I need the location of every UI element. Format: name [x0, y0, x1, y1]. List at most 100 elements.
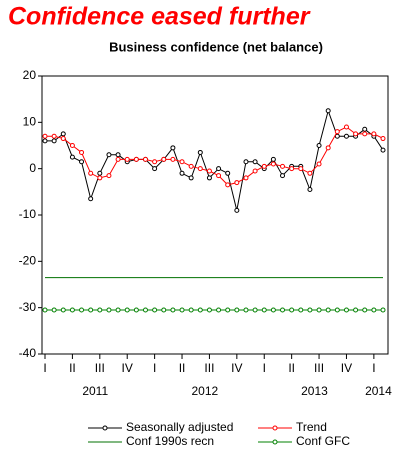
- series-marker: [206, 307, 212, 313]
- series-marker: [188, 307, 194, 313]
- y-tick-label: 10: [23, 115, 37, 129]
- series-marker: [316, 143, 322, 148]
- series-marker: [289, 307, 295, 313]
- series-marker: [380, 136, 386, 142]
- series-marker: [42, 307, 48, 313]
- series-marker: [371, 131, 377, 137]
- series-marker: [334, 307, 340, 313]
- series-marker: [343, 307, 349, 313]
- series-marker: [97, 175, 103, 181]
- series-marker: [79, 159, 85, 165]
- series-marker: [88, 196, 94, 202]
- series-marker: [170, 156, 176, 162]
- series-marker: [161, 307, 167, 313]
- series-marker: [88, 307, 94, 313]
- y-tick-label: 20: [23, 68, 37, 82]
- series-marker: [353, 131, 359, 137]
- x-tick-label: IV: [231, 361, 242, 375]
- series-marker: [179, 159, 185, 165]
- year-label: 2011: [82, 384, 108, 398]
- y-tick-label: -20: [19, 254, 37, 268]
- series-marker: [243, 175, 249, 181]
- series-marker: [197, 166, 203, 172]
- series-marker: [124, 307, 130, 313]
- x-tick-label: I: [153, 361, 156, 375]
- year-label: 2012: [192, 384, 219, 398]
- series-marker: [334, 129, 340, 135]
- series-marker: [234, 307, 240, 313]
- series-line: [45, 109, 384, 211]
- series-marker: [325, 145, 331, 151]
- series-marker: [79, 307, 85, 313]
- series-marker: [124, 156, 130, 162]
- x-tick-label: II: [69, 361, 76, 375]
- series-marker: [216, 173, 222, 179]
- series-marker: [106, 173, 112, 179]
- series-marker: [197, 149, 203, 155]
- x-tick-label: I: [43, 361, 46, 375]
- series-marker: [353, 307, 359, 313]
- series-marker: [170, 307, 176, 313]
- series-marker: [298, 166, 304, 172]
- series-marker: [69, 307, 75, 313]
- series-marker: [280, 173, 286, 179]
- series-marker: [225, 170, 231, 176]
- series-marker: [42, 133, 48, 139]
- series-marker: [106, 152, 112, 158]
- legend-label: Trend: [296, 420, 327, 434]
- series-marker: [60, 307, 66, 313]
- series-marker: [316, 307, 322, 313]
- series-marker: [343, 133, 349, 139]
- series-marker: [60, 131, 66, 137]
- series-marker: [152, 166, 158, 172]
- series-marker: [270, 161, 276, 167]
- series-marker: [270, 156, 276, 162]
- series-marker: [142, 156, 148, 162]
- series-marker: [380, 147, 386, 153]
- series-marker: [115, 152, 121, 158]
- legend-label: Seasonally adjusted: [126, 420, 233, 434]
- x-tick-label: IV: [122, 361, 133, 375]
- y-tick-label: -30: [19, 300, 37, 314]
- y-tick-label: 0: [29, 161, 36, 175]
- series-marker: [270, 307, 276, 313]
- series-marker: [362, 131, 368, 137]
- series-marker: [362, 307, 368, 313]
- series-marker: [115, 156, 121, 162]
- series-marker: [362, 126, 368, 132]
- legend-marker: [272, 439, 278, 445]
- series-marker: [252, 168, 258, 174]
- series-marker: [225, 182, 231, 188]
- x-tick-label: IV: [341, 361, 352, 375]
- series-marker: [280, 307, 286, 313]
- x-tick-label: III: [95, 361, 105, 375]
- legend-marker: [272, 425, 278, 431]
- series-marker: [152, 307, 158, 313]
- series-marker: [325, 108, 331, 114]
- series-marker: [106, 307, 112, 313]
- x-tick-label: II: [288, 361, 295, 375]
- plot-area: [41, 75, 389, 355]
- series-marker: [216, 166, 222, 172]
- series-marker: [152, 159, 158, 165]
- series-marker: [261, 163, 267, 169]
- series-marker: [97, 307, 103, 313]
- series-marker: [216, 307, 222, 313]
- series-marker: [51, 133, 57, 139]
- series-marker: [298, 307, 304, 313]
- series-marker: [42, 138, 48, 144]
- series-marker: [234, 207, 240, 213]
- chart-title: Confidence eased further: [8, 3, 311, 31]
- year-label: 2014: [365, 384, 392, 398]
- series-marker: [206, 175, 212, 181]
- x-tick-label: III: [314, 361, 324, 375]
- series-marker: [97, 170, 103, 176]
- series-marker: [79, 149, 85, 155]
- series-marker: [316, 161, 322, 167]
- series-marker: [60, 136, 66, 142]
- series-marker: [225, 307, 231, 313]
- year-label: 2013: [301, 384, 328, 398]
- x-tick-label: I: [372, 361, 375, 375]
- series-marker: [243, 307, 249, 313]
